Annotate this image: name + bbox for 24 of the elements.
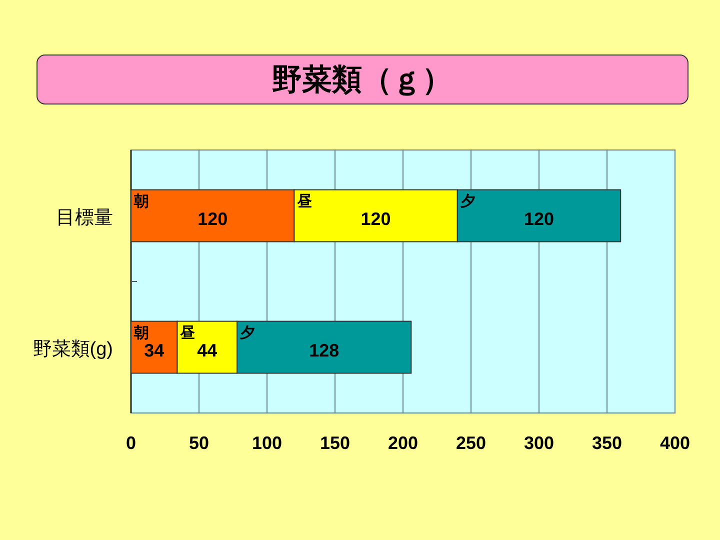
x-tick-label: 300 — [524, 433, 554, 453]
data-label: 120 — [360, 208, 391, 229]
x-tick-label: 0 — [126, 433, 136, 453]
data-label: 34 — [144, 340, 164, 360]
x-tick-label: 50 — [188, 433, 210, 453]
text: 朝 — [134, 324, 149, 342]
y-tick-label: 目標量 — [56, 207, 113, 228]
data-label: 120 — [524, 208, 554, 229]
y-tick-label: 野菜類(g) — [32, 338, 113, 360]
text: 昼 — [180, 324, 196, 342]
series-label: 朝 — [133, 192, 149, 210]
series-label: 昼 — [296, 192, 312, 210]
x-tick-label: 200 — [388, 433, 418, 453]
data-label: 44 — [197, 340, 218, 360]
text: 夕 — [240, 324, 256, 342]
series-label: 夕 — [459, 192, 476, 210]
x-tick-label: 250 — [456, 433, 486, 453]
x-tick-label: 400 — [660, 433, 690, 453]
x-tick-label: 100 — [252, 433, 282, 453]
data-label: 120 — [198, 208, 228, 229]
x-tick-label: 350 — [592, 433, 622, 453]
chart-title: 野菜類（ｇ） — [272, 64, 452, 96]
x-tick-label: 150 — [320, 433, 350, 453]
data-label: 128 — [309, 340, 340, 360]
